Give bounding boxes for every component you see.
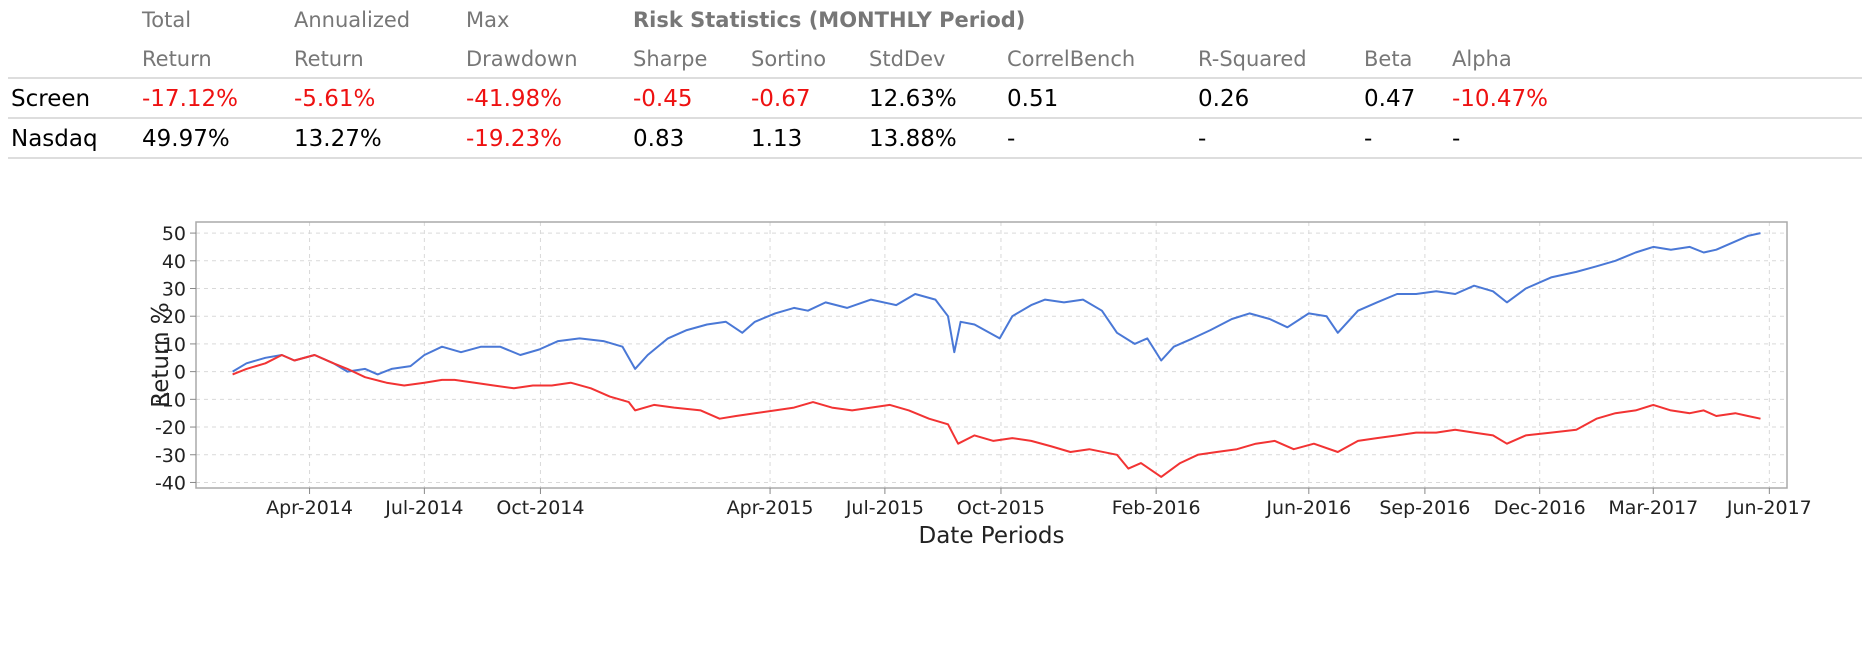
x-tick-label: Oct-2015 [957,497,1045,519]
table-cell: 1.13 [751,126,803,152]
table-cell: 49.97% [142,126,230,152]
row-label-nasdaq: Nasdaq [11,126,98,152]
x-tick-label: Sep-2016 [1379,497,1470,519]
series-line-1 [232,354,1761,478]
y-axis: -40 -30 -20 -10 0 10 20 30 40 50 [155,223,196,494]
y-tick-label: 30 [162,279,186,301]
x-tick-label: Jul-2014 [384,497,463,519]
header-return: Return [142,47,212,71]
header-max: Max [466,8,510,32]
header-total: Total [142,8,192,32]
table-cell: 13.27% [294,126,382,152]
x-tick-label: Jul-2015 [845,497,924,519]
x-tick-label: Feb-2016 [1112,497,1201,519]
x-tick-label: Mar-2017 [1608,497,1698,519]
x-tick-label: Oct-2014 [496,497,584,519]
header-r-squared: R-Squared [1198,47,1307,71]
plot-border [195,221,1788,489]
header-sharpe: Sharpe [633,47,708,71]
header-alpha: Alpha [1452,47,1512,71]
row-divider [8,117,1862,119]
table-cell: -19.23% [466,126,562,152]
x-tick-label: Apr-2014 [266,497,353,519]
series-line-0 [232,232,1761,376]
table-cell: -5.61% [294,86,376,112]
table-cell: -0.45 [633,86,693,112]
y-tick-label: 20 [162,306,186,328]
x-tick-label: Jun-2017 [1726,497,1812,519]
y-axis-label: Return % [148,302,174,408]
table-cell: 0.47 [1364,86,1416,112]
table-cell: -41.98% [466,86,562,112]
header-sortino: Sortino [751,47,827,71]
y-tick-label: 10 [162,334,186,356]
table-cell: - [1007,126,1016,152]
table-cell: - [1198,126,1207,152]
x-axis: Apr-2014 Jul-2014 Oct-2014 Apr-2015 Jul-2015… [266,488,1812,519]
row-label-screen: Screen [11,86,91,112]
return-line-chart: -40 -30 -20 -10 0 10 20 30 40 50 Apr-2014 Jul-2014… [148,221,1812,549]
table-cell: 13.88% [869,126,957,152]
table-cell: - [1452,126,1461,152]
header-beta: Beta [1364,47,1413,71]
plot-area [196,222,1787,488]
x-tick-label: Apr-2015 [727,497,814,519]
header-risk-statistics: Risk Statistics (MONTHLY Period) [633,8,1026,32]
row-divider [8,157,1862,159]
x-axis-label: Date Periods [919,523,1065,549]
table-cell: -0.67 [751,86,811,112]
header-annual-return: Return [294,47,364,71]
table-cell: 12.63% [869,86,957,112]
y-tick-label: 0 [174,362,186,384]
y-tick-label: -40 [155,472,186,494]
header-correlbench: CorrelBench [1007,47,1136,71]
y-tick-label: -30 [155,445,186,467]
header-annualized: Annualized [294,8,411,32]
y-tick-label: 40 [162,251,186,273]
series-group [232,232,1761,478]
table-cell: 0.83 [633,126,685,152]
y-tick-label: -10 [155,389,186,411]
table-cell: -17.12% [142,86,238,112]
table-cell: -10.47% [1452,86,1548,112]
row-divider [8,77,1862,79]
x-tick-label: Dec-2016 [1494,497,1586,519]
y-tick-label: 50 [162,223,186,245]
table-cell: - [1364,126,1373,152]
header-drawdown: Drawdown [466,47,578,71]
table-cell: 0.26 [1198,86,1250,112]
y-tick-label: -20 [155,417,186,439]
header-stddev: StdDev [869,47,946,71]
grid-lines [196,222,1787,488]
table-cell: 0.51 [1007,86,1059,112]
x-tick-label: Jun-2016 [1265,497,1351,519]
